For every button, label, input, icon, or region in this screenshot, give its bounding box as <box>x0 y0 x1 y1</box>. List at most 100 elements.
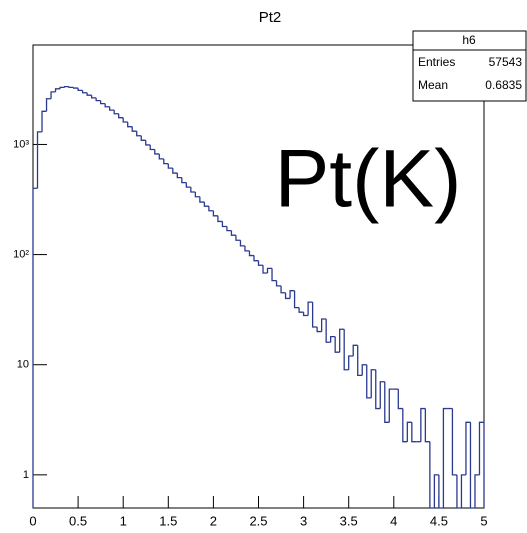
x-tick-label: 0.5 <box>69 513 87 528</box>
bin <box>411 422 417 443</box>
bin <box>275 280 282 287</box>
bin <box>370 369 376 398</box>
bin <box>271 268 277 282</box>
bin <box>420 407 426 442</box>
bin <box>32 187 38 508</box>
bin <box>167 163 173 169</box>
bin <box>45 98 52 112</box>
bin <box>109 106 115 111</box>
bin <box>72 87 79 89</box>
bin <box>113 110 119 115</box>
bin <box>320 318 327 332</box>
bin <box>226 226 232 232</box>
bin <box>361 364 367 376</box>
stats-name: h6 <box>462 33 476 47</box>
bin <box>221 221 227 228</box>
bin <box>366 364 372 399</box>
bin <box>311 302 318 328</box>
bin <box>127 121 133 128</box>
y-tick-label: 10² <box>13 248 29 260</box>
bin <box>478 421 485 508</box>
bin <box>456 474 462 509</box>
x-tick-label: 1 <box>120 513 127 528</box>
bin <box>41 110 47 132</box>
bin <box>298 307 304 313</box>
bin <box>122 117 128 123</box>
bin <box>81 90 88 94</box>
bin <box>149 144 155 151</box>
bin <box>59 86 65 89</box>
bin <box>248 250 254 257</box>
bin <box>230 230 236 236</box>
bin <box>36 131 43 189</box>
bin <box>235 235 241 241</box>
chart-title: Pt2 <box>259 9 282 26</box>
bin <box>438 474 444 509</box>
bin <box>181 177 187 184</box>
annotation: Pt(K) <box>275 134 462 225</box>
x-tick-label: 2.5 <box>249 513 267 528</box>
bin <box>379 381 385 409</box>
bin <box>424 408 430 443</box>
bin <box>77 88 83 91</box>
bin <box>63 85 70 88</box>
bin <box>100 100 106 105</box>
bin <box>474 474 480 508</box>
x-tick-label: 5 <box>480 513 487 528</box>
bin <box>442 407 448 508</box>
bin <box>54 88 61 92</box>
bin <box>451 408 457 476</box>
bin <box>284 292 291 300</box>
bin <box>176 173 182 179</box>
stats-value: 0.6835 <box>485 78 522 92</box>
bin <box>352 344 358 356</box>
bin <box>429 441 435 509</box>
bin <box>253 255 259 262</box>
bin <box>469 422 475 509</box>
bin <box>194 192 200 198</box>
bin <box>397 389 403 410</box>
bin <box>343 329 349 371</box>
bin <box>307 301 313 316</box>
bin <box>433 474 439 508</box>
bin <box>140 135 146 141</box>
x-tick-label: 3 <box>300 513 307 528</box>
x-tick-label: 1.5 <box>159 513 177 528</box>
bin <box>95 97 101 102</box>
bin <box>86 92 92 96</box>
bin <box>199 196 205 203</box>
bin <box>289 290 295 299</box>
bin <box>302 312 309 317</box>
bin <box>293 290 300 309</box>
bin <box>334 336 340 353</box>
bin <box>131 126 137 132</box>
bin <box>330 335 336 343</box>
bin <box>244 245 250 252</box>
stats-value: 57543 <box>489 55 523 69</box>
x-tick-label: 0 <box>29 513 36 528</box>
bin <box>384 381 390 423</box>
bin <box>90 95 97 99</box>
bin <box>185 182 191 188</box>
stats-label: Mean <box>418 78 448 92</box>
bin <box>266 267 273 274</box>
y-tick-label: 1 <box>23 469 29 481</box>
bin <box>50 91 56 99</box>
x-tick-label: 4.5 <box>430 513 448 528</box>
bin <box>325 319 331 343</box>
y-tick-label: 10³ <box>13 138 29 150</box>
bin <box>203 202 209 207</box>
bin <box>212 210 218 217</box>
bin <box>208 206 214 212</box>
bin <box>68 86 74 89</box>
y-tick-label: 10 <box>17 359 29 371</box>
bin <box>316 327 322 333</box>
bin <box>104 103 110 108</box>
bin <box>136 131 142 137</box>
stats-frame <box>412 30 527 102</box>
bin <box>375 369 381 410</box>
bin <box>357 345 363 377</box>
bin <box>118 113 124 119</box>
bin <box>158 153 164 160</box>
x-tick-label: 2 <box>210 513 217 528</box>
